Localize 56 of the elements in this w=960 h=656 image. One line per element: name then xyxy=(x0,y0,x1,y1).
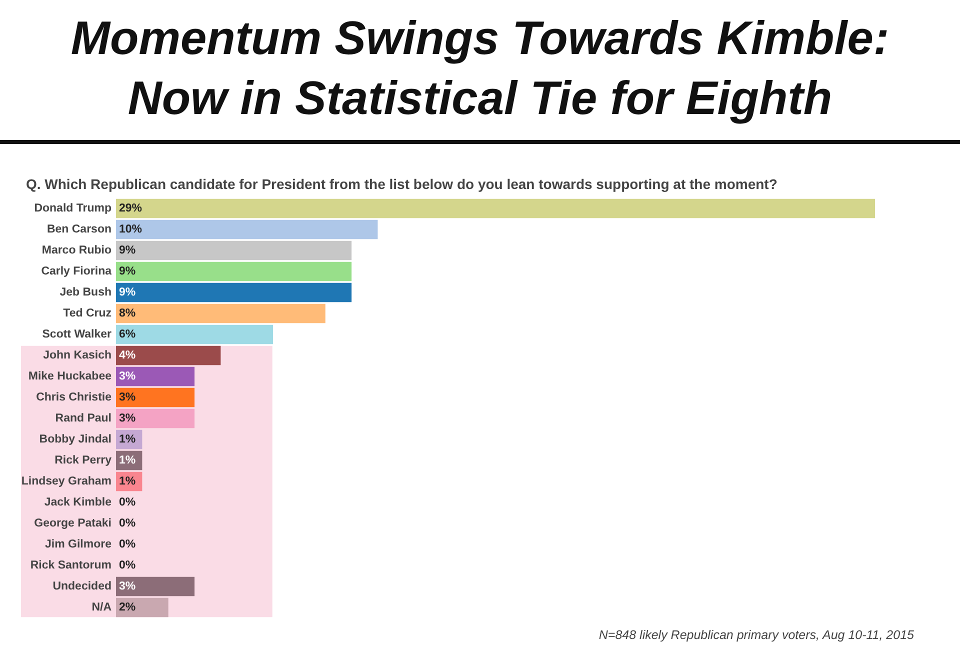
bar xyxy=(116,220,378,240)
data-label: 0% xyxy=(119,538,136,550)
data-label: 6% xyxy=(119,328,136,340)
data-label: 0% xyxy=(119,518,136,530)
y-tick-label: Chris Christie xyxy=(36,392,112,404)
data-label: 9% xyxy=(119,266,136,278)
y-tick-label: Jeb Bush xyxy=(60,286,112,298)
data-label: 0% xyxy=(119,496,136,508)
data-label: 1% xyxy=(119,434,136,446)
y-tick-label: George Pataki xyxy=(34,518,112,530)
bar xyxy=(116,324,274,344)
y-tick-label: N/A xyxy=(92,602,112,614)
y-tick-label: Carly Fiorina xyxy=(41,266,112,278)
text: N=848 likely Republican primary voters, Aug 10-11, 2015 xyxy=(598,628,914,642)
bar xyxy=(116,282,352,302)
data-label: 4% xyxy=(119,350,136,362)
bar xyxy=(116,346,221,366)
data-label: 29% xyxy=(119,202,142,214)
chart-subtitle: Q. Which Republican candidate for President from the list below do you lean towards supporting at the moment? xyxy=(26,176,778,192)
bar xyxy=(116,366,195,386)
y-tick-label: Bobby Jindal xyxy=(39,434,112,446)
y-tick-label: Donald Trump xyxy=(34,202,112,214)
bar xyxy=(116,576,195,596)
data-label: 3% xyxy=(119,412,136,424)
data-label: 2% xyxy=(119,602,136,614)
data-label: 3% xyxy=(119,580,136,592)
y-tick-label: Scott Walker xyxy=(42,328,112,340)
y-tick-label: John Kasich xyxy=(43,350,112,362)
bar xyxy=(116,598,168,618)
data-label: 3% xyxy=(119,370,136,382)
data-label: 1% xyxy=(119,454,136,466)
y-tick-label: Rick Perry xyxy=(54,454,112,466)
chart-title: Momentum Swings Towards Kimble: Now in Statistical Tie for Eighth xyxy=(70,10,890,126)
y-tick-label: Rick Santorum xyxy=(30,560,112,572)
data-label: 9% xyxy=(119,286,136,298)
data-label: 9% xyxy=(119,244,136,256)
bar xyxy=(116,198,875,218)
bar xyxy=(116,262,352,282)
data-label: 0% xyxy=(119,560,136,572)
y-tick-label: Ted Cruz xyxy=(63,308,112,320)
y-tick-label: Mike Huckabee xyxy=(28,370,112,382)
y-tick-label: Jack Kimble xyxy=(44,496,112,508)
bar xyxy=(116,240,352,260)
data-label: 8% xyxy=(119,308,136,320)
bar xyxy=(116,408,195,428)
y-tick-label: Marco Rubio xyxy=(42,244,112,256)
y-tick-label: Rand Paul xyxy=(55,412,112,424)
y-tick-label: Lindsey Graham xyxy=(21,476,112,488)
y-tick-label: Jim Gilmore xyxy=(45,538,112,550)
data-label: 10% xyxy=(119,224,142,236)
y-tick-label: Undecided xyxy=(52,580,112,592)
data-label: 3% xyxy=(119,392,136,404)
bar xyxy=(116,304,326,324)
data-label: 1% xyxy=(119,476,136,488)
bar xyxy=(116,388,195,408)
y-tick-label: Ben Carson xyxy=(46,224,112,236)
